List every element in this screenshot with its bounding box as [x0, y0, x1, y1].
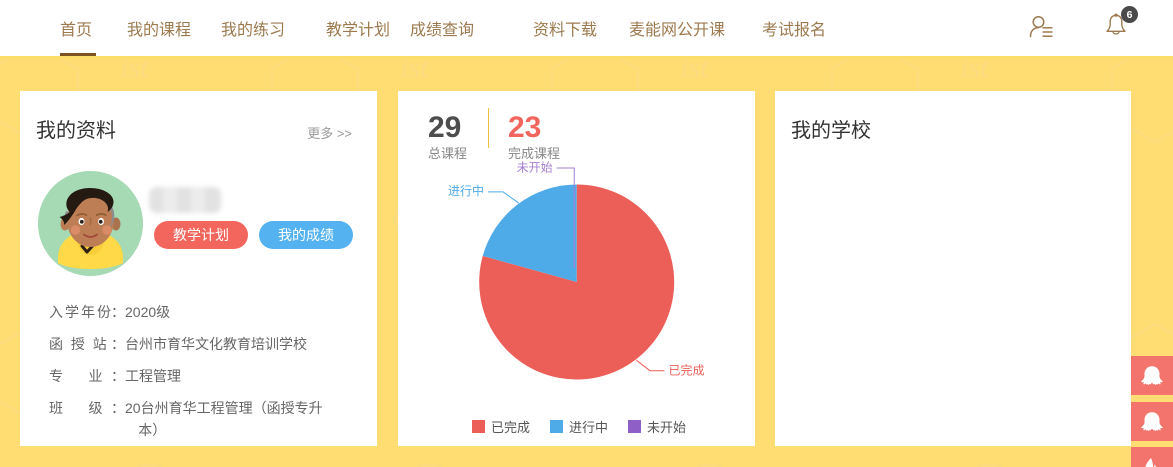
- svg-text:进行中: 进行中: [448, 183, 484, 198]
- svg-text:已完成: 已完成: [669, 363, 705, 378]
- svg-text:未开始: 未开始: [517, 161, 553, 175]
